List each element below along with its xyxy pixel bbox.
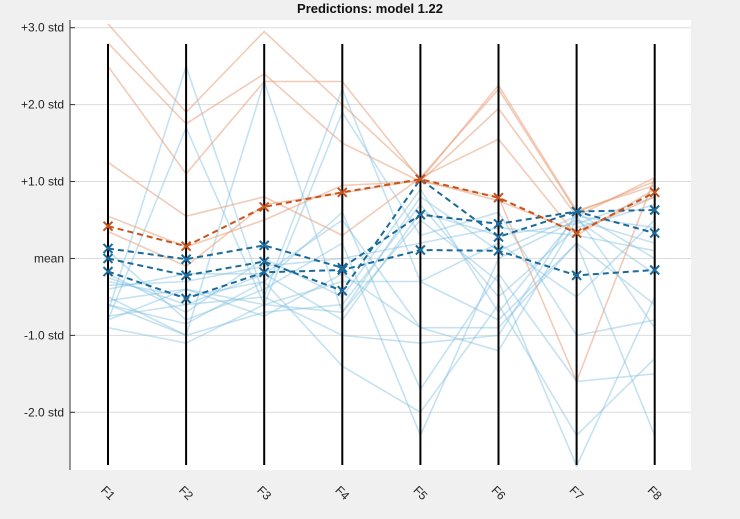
orange-mean-marker <box>102 220 114 232</box>
blue-sample-line <box>107 110 655 337</box>
blue-mean-marker <box>180 293 192 304</box>
blue-sample-line <box>107 226 655 287</box>
orange-mean-marker <box>649 187 660 198</box>
blue-mean-marker <box>415 209 426 220</box>
blue-mean-marker <box>258 240 270 251</box>
blue-mean-marker <box>571 206 582 217</box>
x-tick-label: F2 <box>176 483 196 503</box>
blue-mean-marker <box>493 218 504 230</box>
plot-area <box>70 20 691 470</box>
blue-mean-marker <box>493 245 504 256</box>
blue-mean-marker <box>649 227 660 239</box>
blue-mean-marker <box>258 267 270 278</box>
blue-mean-marker <box>337 285 348 296</box>
y-tick-label: mean <box>34 251 64 265</box>
y-tick-label: +2.0 std <box>21 98 64 112</box>
blue-sample-line <box>107 187 656 329</box>
blue-sample-line <box>107 211 656 344</box>
orange-mean-marker <box>493 192 504 203</box>
blue-mean-marker <box>415 244 426 256</box>
orange-mean-marker <box>415 174 426 185</box>
blue-sample-line <box>107 210 655 391</box>
blue-mean-marker <box>258 256 270 267</box>
blue-sample-line <box>107 78 656 469</box>
blue-sample-line <box>107 242 656 329</box>
blue-mean-marker <box>180 270 192 281</box>
x-tick-label: F1 <box>98 483 118 503</box>
blue-sample-line <box>107 63 656 436</box>
y-tick-label: +3.0 std <box>21 21 64 35</box>
blue-sample-line <box>107 280 656 437</box>
orange-sample-line <box>107 42 656 218</box>
blue-mean-marker <box>649 204 660 216</box>
blue-mean-marker <box>180 254 192 265</box>
blue-mean-line <box>107 210 655 269</box>
orange-mean-marker <box>571 227 582 239</box>
x-tick-label: F5 <box>410 483 430 503</box>
x-tick-label: F6 <box>489 483 509 503</box>
blue-sample-line <box>107 219 656 344</box>
blue-mean-marker <box>571 270 582 281</box>
blue-mean-marker <box>102 266 114 277</box>
x-tick-label: F3 <box>254 483 274 503</box>
x-tick-label: F4 <box>332 483 352 503</box>
blue-sample-line <box>107 203 655 337</box>
orange-mean-marker <box>337 187 348 198</box>
blue-mean-marker <box>102 253 114 264</box>
blue-mean-line <box>107 248 655 300</box>
orange-mean-marker <box>258 201 270 213</box>
blue-mean-marker <box>493 231 504 243</box>
orange-sample-line <box>107 177 656 384</box>
x-tick-label: F8 <box>645 483 665 503</box>
blue-mean-marker <box>337 264 348 276</box>
chart-title: Predictions: model 1.22 <box>297 1 443 16</box>
blue-mean-line <box>107 177 655 293</box>
y-tick-label: -2.0 std <box>24 405 64 419</box>
orange-sample-line <box>107 23 655 214</box>
orange-mean-marker <box>180 240 192 252</box>
y-tick-label: -1.0 std <box>24 328 64 342</box>
orange-sample-line <box>107 138 656 237</box>
blue-mean-marker <box>649 264 660 276</box>
x-tick-label: F7 <box>567 483 587 503</box>
orange-sample-line <box>107 65 655 212</box>
orange-mean-line <box>107 178 656 248</box>
y-tick-label: +1.0 std <box>21 175 64 189</box>
blue-mean-marker <box>102 243 114 254</box>
